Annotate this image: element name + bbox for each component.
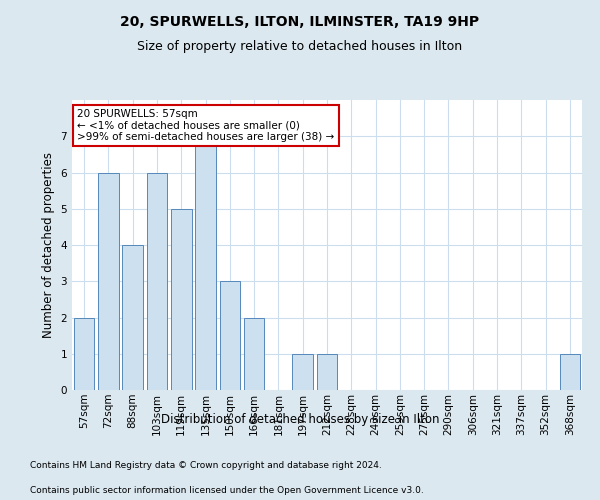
Bar xyxy=(122,245,143,390)
Text: Contains HM Land Registry data © Crown copyright and database right 2024.: Contains HM Land Registry data © Crown c… xyxy=(30,461,382,470)
Text: 20, SPURWELLS, ILTON, ILMINSTER, TA19 9HP: 20, SPURWELLS, ILTON, ILMINSTER, TA19 9H… xyxy=(121,15,479,29)
Bar xyxy=(171,209,191,390)
Y-axis label: Number of detached properties: Number of detached properties xyxy=(42,152,55,338)
Text: Distribution of detached houses by size in Ilton: Distribution of detached houses by size … xyxy=(161,412,439,426)
Bar xyxy=(98,172,119,390)
Text: Contains public sector information licensed under the Open Government Licence v3: Contains public sector information licen… xyxy=(30,486,424,495)
Bar xyxy=(146,172,167,390)
Text: Size of property relative to detached houses in Ilton: Size of property relative to detached ho… xyxy=(137,40,463,53)
Bar xyxy=(560,354,580,390)
Bar xyxy=(244,318,265,390)
Bar xyxy=(220,281,240,390)
Bar xyxy=(195,136,216,390)
Bar xyxy=(292,354,313,390)
Text: 20 SPURWELLS: 57sqm
← <1% of detached houses are smaller (0)
>99% of semi-detach: 20 SPURWELLS: 57sqm ← <1% of detached ho… xyxy=(77,108,334,142)
Bar xyxy=(74,318,94,390)
Bar xyxy=(317,354,337,390)
